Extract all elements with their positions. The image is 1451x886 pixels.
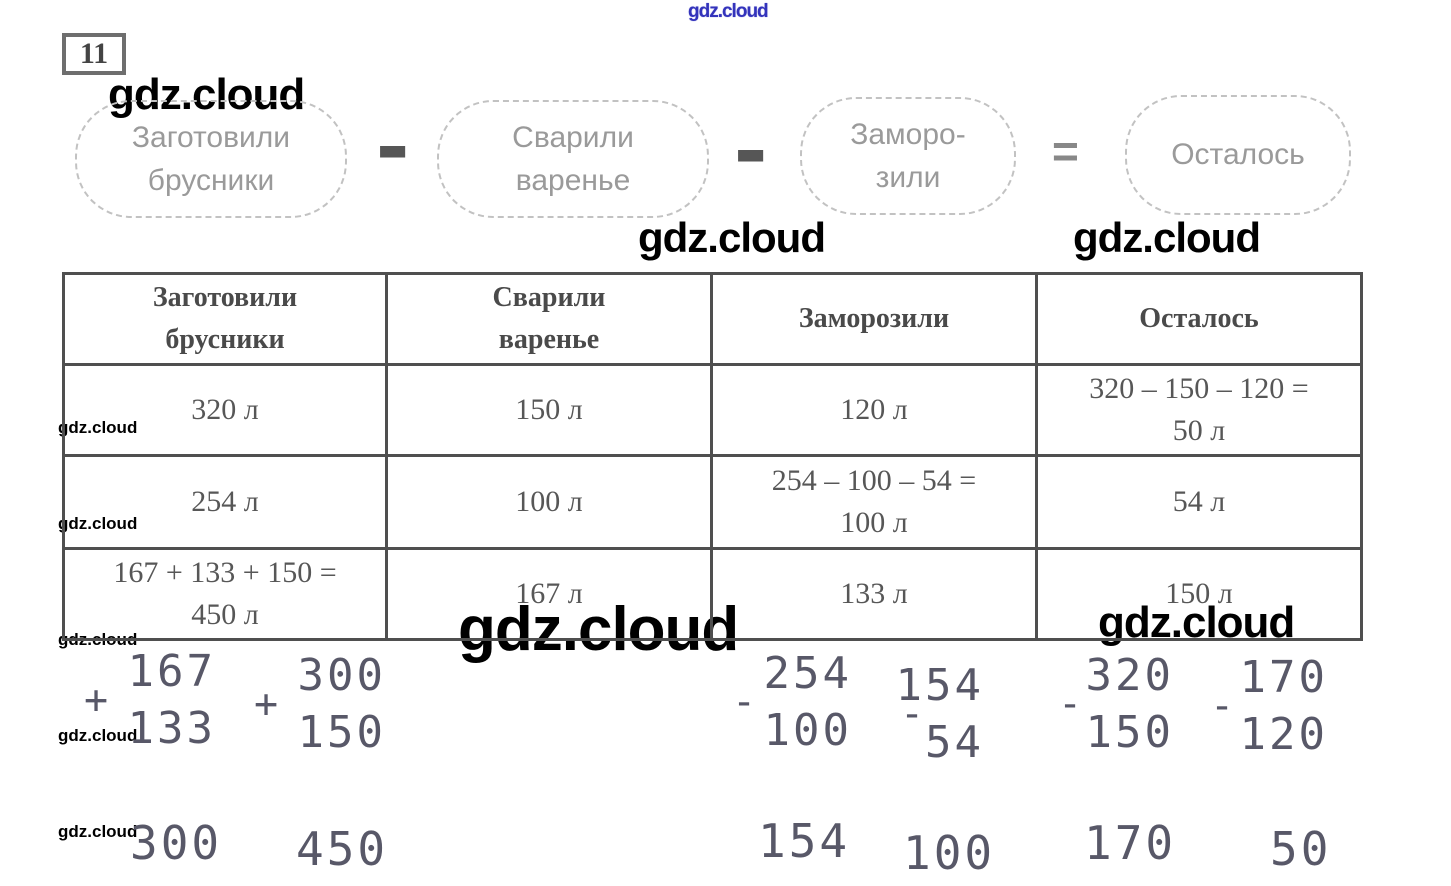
sum-result: 154 (758, 814, 851, 868)
answer-table: Заготовили брусники Сварили варенье Замо… (62, 272, 1363, 641)
operand: 254 (763, 648, 852, 699)
operand: 170 (1239, 652, 1328, 703)
watermark-small-4: gdz.cloud (58, 726, 138, 745)
table-cell: 120 л (710, 363, 1038, 457)
operand: 167 (127, 646, 216, 697)
minus-sign: - (1058, 681, 1083, 727)
operand: 100 (763, 705, 852, 756)
minus-sign: - (732, 679, 757, 725)
table-header-row: Заготовили брусники Сварили варенье Замо… (62, 272, 1363, 366)
operand: 150 (1085, 707, 1174, 758)
exercise-number-box: 11 (62, 33, 126, 75)
minus-operator: − (378, 92, 408, 210)
sum-result: 300 (130, 816, 223, 870)
column-sum-5: - 320 150 (1058, 654, 1174, 766)
sum-result: 100 (903, 826, 996, 880)
table-row: 167 + 133 + 150 = 450 л 167 л 133 л 150 … (62, 547, 1363, 641)
diagram-box-label: зили (875, 161, 941, 194)
table-cell: 167 л (385, 547, 713, 641)
watermark-top-left: gdz.cloud (108, 70, 305, 119)
table-cell: 150 л (385, 363, 713, 457)
operand: 150 (297, 707, 386, 758)
watermark-mid-left: gdz.cloud (638, 214, 826, 261)
diagram-box-label: брусники (147, 164, 275, 197)
table-cell: 133 л (710, 547, 1038, 641)
col-header-remaining: Осталось (1035, 272, 1363, 366)
column-sum-4: - 154 54 (896, 664, 984, 776)
sum-result: 50 (1270, 822, 1332, 876)
table-cell: 54 л (1035, 454, 1363, 550)
operand: 133 (127, 703, 216, 754)
watermark-top-blue: gdz.cloud (688, 1, 769, 22)
col-header-harvested: Заготовили брусники (62, 272, 388, 366)
column-sum-2: + 300 150 (254, 654, 386, 766)
watermark-small-5: gdz.cloud (58, 822, 138, 841)
diagram-box-remaining: Осталось (1125, 95, 1351, 215)
table-cell: 254 л (62, 454, 388, 550)
sum-result: 450 (296, 822, 389, 876)
column-sum-1: + 167 133 (84, 650, 216, 762)
sum-result: 170 (1084, 816, 1177, 870)
operand: 120 (1239, 709, 1328, 760)
table-cell: 254 – 100 – 54 = 100 л (710, 454, 1038, 550)
col-header-jam: Сварили варенье (385, 272, 713, 366)
exercise-number: 11 (79, 37, 109, 70)
column-sum-6: - 170 120 (1210, 656, 1328, 768)
diagram-box-jam: Сварили варенье (437, 100, 709, 218)
watermark-mid-right: gdz.cloud (1073, 214, 1261, 261)
column-sum-3: - 254 100 (732, 652, 852, 764)
table-row: 254 л 100 л 254 – 100 – 54 = 100 л 54 л (62, 454, 1363, 550)
table-cell: 100 л (385, 454, 713, 550)
operand: 54 (925, 717, 984, 768)
table-row: 320 л 150 л 120 л 320 – 150 – 120 = 50 л (62, 363, 1363, 457)
diagram-box-label: Сварили (512, 120, 634, 154)
table-cell: 320 л (62, 363, 388, 457)
minus-sign: - (900, 691, 925, 737)
equals-operator: = (1052, 125, 1079, 177)
operand: 300 (297, 650, 386, 701)
operand: 154 (895, 660, 984, 711)
minus-sign: - (1210, 683, 1235, 729)
table-cell: 167 + 133 + 150 = 450 л (62, 547, 388, 641)
plus-sign: + (84, 677, 109, 723)
col-header-frozen: Заморозили (710, 272, 1038, 366)
diagram-box-label: Осталось (1171, 138, 1305, 172)
table-cell: 150 л (1035, 547, 1363, 641)
diagram-box-label: Заморо- (850, 117, 966, 151)
minus-operator: − (736, 96, 766, 214)
diagram-box-label: Заготовили (131, 120, 291, 154)
diagram-box-harvested: Заготовили брусники (75, 100, 347, 218)
table-cell: 320 – 150 – 120 = 50 л (1035, 363, 1363, 457)
diagram-box-label: варенье (515, 164, 631, 197)
diagram-box-frozen: Заморо- зили (800, 97, 1016, 215)
operand: 320 (1085, 650, 1174, 701)
plus-sign: + (254, 681, 279, 727)
